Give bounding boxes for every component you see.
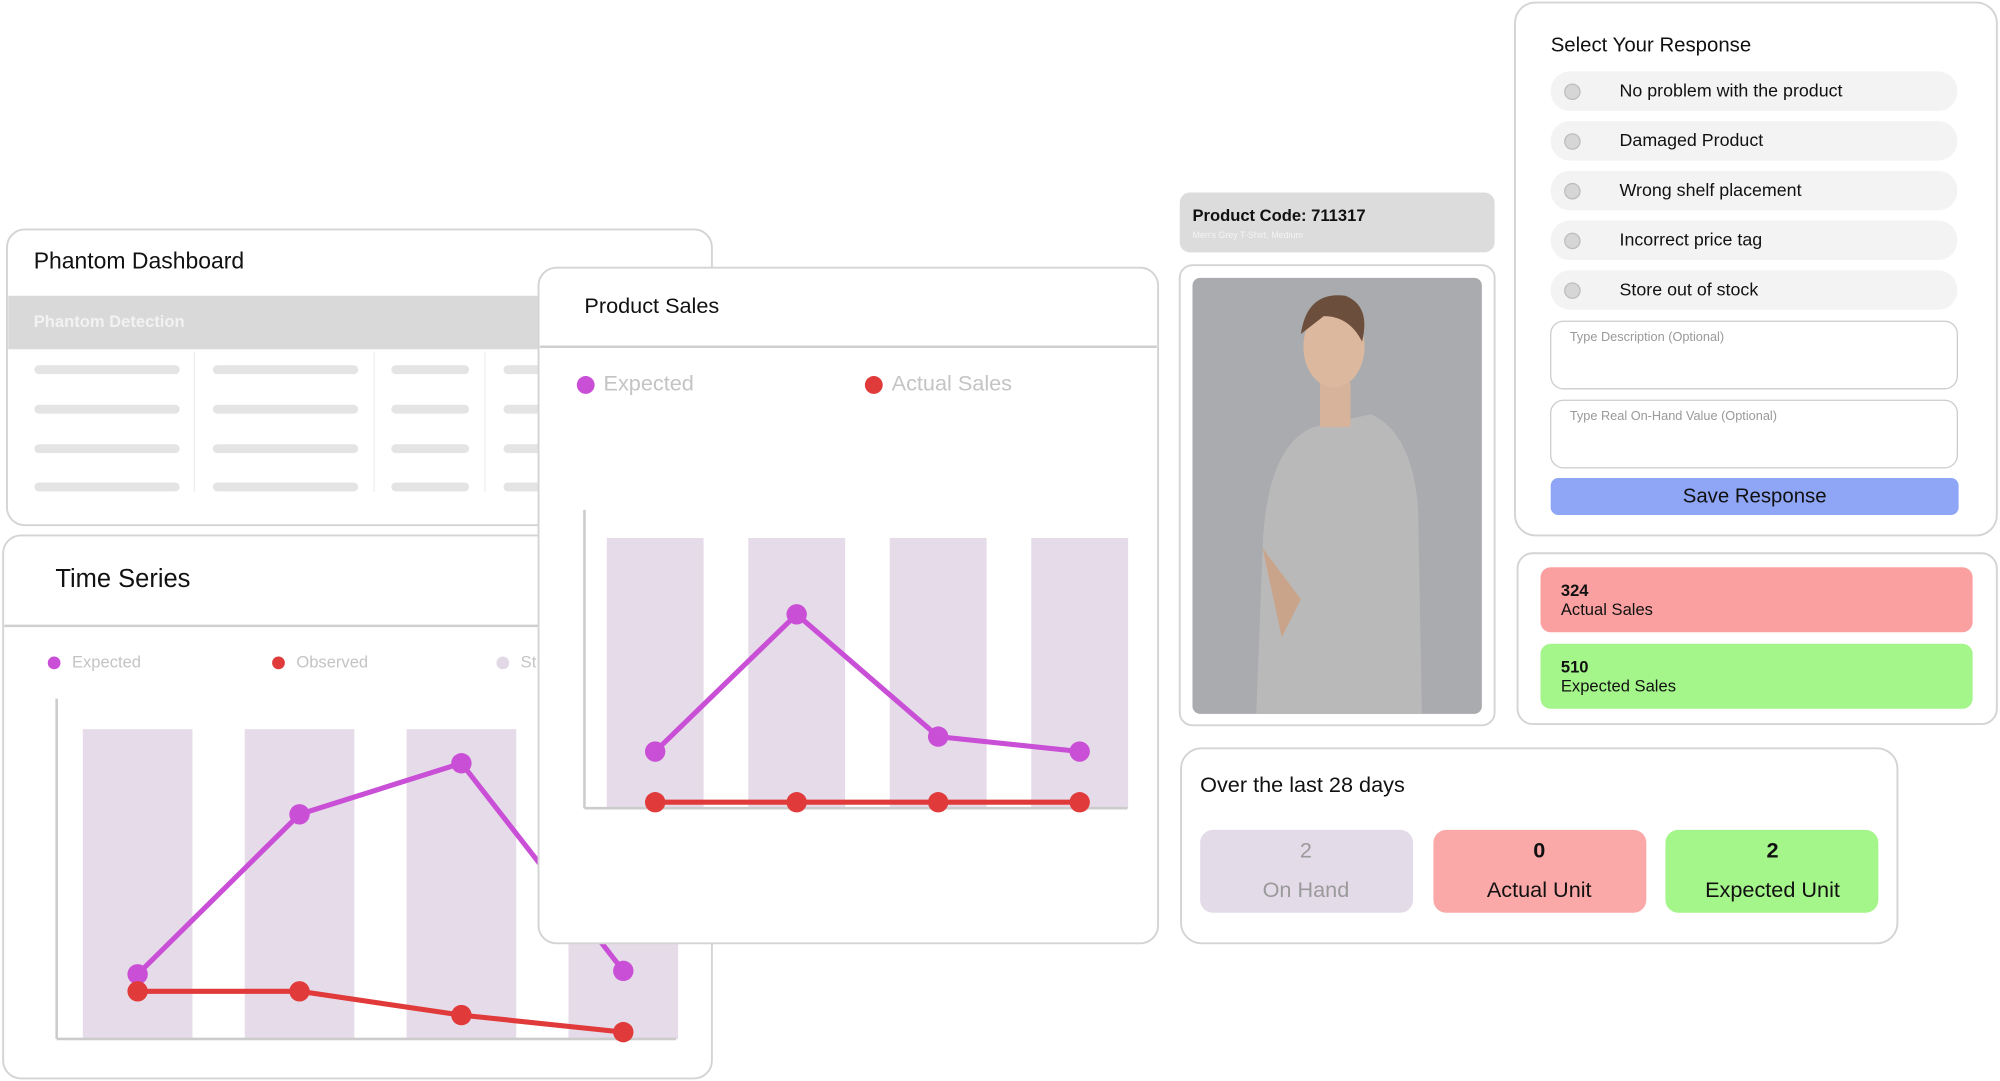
option-label[interactable]: Store out of stock bbox=[1620, 279, 1759, 299]
stat-value: 510 bbox=[1561, 657, 1589, 676]
stat-box bbox=[1540, 643, 1973, 709]
data-point bbox=[927, 792, 949, 813]
column-band bbox=[606, 537, 704, 809]
option[interactable]: No problem with the product bbox=[1550, 71, 1958, 111]
arm bbox=[1262, 548, 1301, 638]
unit-value: 0 bbox=[1533, 837, 1545, 862]
unit-label: Actual Unit bbox=[1487, 877, 1592, 902]
option-label[interactable]: Damaged Product bbox=[1620, 130, 1764, 150]
data-point bbox=[289, 981, 310, 1002]
neck bbox=[1319, 382, 1351, 428]
button-label[interactable]: Save Response bbox=[1683, 486, 1827, 508]
card-title: Phantom Dashboard bbox=[34, 248, 244, 274]
data-point bbox=[644, 792, 666, 813]
column-band bbox=[889, 537, 987, 809]
legend-swatch bbox=[864, 376, 883, 394]
column-band bbox=[406, 729, 517, 1039]
stat-label: Actual Sales bbox=[1561, 600, 1653, 619]
product-code-bar bbox=[1179, 192, 1495, 253]
onhand-input[interactable] bbox=[1550, 399, 1958, 469]
unit-box bbox=[1665, 829, 1879, 913]
unit-label: Expected Unit bbox=[1705, 877, 1840, 902]
series-line bbox=[137, 988, 624, 1035]
data-point bbox=[613, 960, 634, 982]
data-point bbox=[786, 792, 807, 813]
option-bg[interactable] bbox=[1550, 121, 1958, 161]
legend-swatch bbox=[496, 656, 510, 670]
data-point bbox=[289, 804, 310, 825]
legend-label: Expected bbox=[72, 652, 141, 671]
stat-value: 324 bbox=[1561, 581, 1589, 600]
last-days-card: Over the last 28 days 2 On Hand 0 Actual… bbox=[1180, 747, 1899, 945]
option-label[interactable]: Incorrect price tag bbox=[1620, 230, 1763, 250]
data-point bbox=[1069, 741, 1090, 762]
option[interactable]: Damaged Product bbox=[1550, 121, 1958, 161]
description-input[interactable] bbox=[1550, 320, 1958, 390]
photo-figure bbox=[1256, 295, 1422, 714]
radio[interactable] bbox=[1564, 182, 1581, 200]
card-title: Select Your Response bbox=[1551, 34, 1751, 56]
data-point bbox=[644, 741, 666, 762]
option[interactable]: Incorrect price tag bbox=[1550, 220, 1958, 261]
card-title: Over the last 28 days bbox=[1200, 772, 1405, 797]
data-point bbox=[127, 964, 148, 985]
legend-label: St bbox=[521, 652, 537, 671]
product-card: Product Code: 711317 Men's Grey T-Shirt,… bbox=[1178, 192, 1496, 727]
data-point bbox=[613, 1021, 634, 1043]
column-band bbox=[748, 537, 846, 809]
product-code: Product Code: 711317 bbox=[1192, 206, 1365, 225]
radio[interactable] bbox=[1564, 232, 1581, 250]
stat-box bbox=[1540, 567, 1973, 633]
radio[interactable] bbox=[1564, 282, 1581, 299]
hair bbox=[1300, 295, 1365, 342]
data-point bbox=[786, 604, 807, 625]
unit-value: 2 bbox=[1766, 837, 1778, 862]
legend-swatch bbox=[576, 376, 595, 394]
legend-label: Expected bbox=[604, 371, 694, 396]
option-label[interactable]: Wrong shelf placement bbox=[1620, 180, 1802, 200]
save-button[interactable] bbox=[1550, 478, 1959, 516]
option-bg[interactable] bbox=[1550, 71, 1958, 111]
option-bg[interactable] bbox=[1550, 270, 1958, 310]
option-label[interactable]: No problem with the product bbox=[1620, 81, 1843, 101]
shirt bbox=[1256, 414, 1422, 714]
card-title: Product Sales bbox=[584, 293, 719, 318]
option[interactable]: Store out of stock bbox=[1550, 270, 1958, 310]
option-bg[interactable] bbox=[1550, 220, 1958, 261]
data-point bbox=[127, 981, 148, 1002]
legend-label: Actual Sales bbox=[892, 371, 1013, 396]
table-header-text: Phantom Detection bbox=[34, 312, 185, 331]
data-point bbox=[451, 753, 472, 774]
legend-swatch bbox=[47, 656, 61, 670]
stat-label: Expected Sales bbox=[1561, 676, 1676, 695]
data-point bbox=[1069, 792, 1090, 813]
legend-label: Observed bbox=[296, 652, 368, 671]
input-placeholder[interactable]: Type Real On-Hand Value (Optional) bbox=[1570, 408, 1777, 423]
legend-swatch bbox=[272, 656, 285, 670]
sales-stats: 324 Actual Sales 510 Expected Sales bbox=[1516, 552, 1998, 726]
unit-box bbox=[1200, 829, 1414, 913]
product-sales-card: Product Sales Expected Actual Sales bbox=[537, 266, 1160, 945]
data-point bbox=[927, 726, 949, 747]
input-placeholder[interactable]: Type Description (Optional) bbox=[1570, 329, 1724, 344]
option[interactable]: Wrong shelf placement bbox=[1550, 170, 1958, 211]
card-title: Time Series bbox=[55, 565, 190, 593]
response-card: Select Your Response No problem with the… bbox=[1514, 1, 1998, 537]
unit-box bbox=[1433, 829, 1647, 913]
data-point bbox=[451, 1004, 472, 1026]
radio[interactable] bbox=[1564, 133, 1581, 150]
series-line bbox=[653, 611, 1080, 755]
head bbox=[1303, 305, 1365, 388]
radio[interactable] bbox=[1564, 83, 1581, 101]
product-description: Men's Grey T-Shirt, Medium bbox=[1192, 230, 1302, 240]
column-band bbox=[1031, 537, 1129, 809]
option-bg[interactable] bbox=[1550, 170, 1958, 211]
unit-label: On Hand bbox=[1263, 877, 1350, 902]
unit-value: 2 bbox=[1300, 837, 1312, 862]
